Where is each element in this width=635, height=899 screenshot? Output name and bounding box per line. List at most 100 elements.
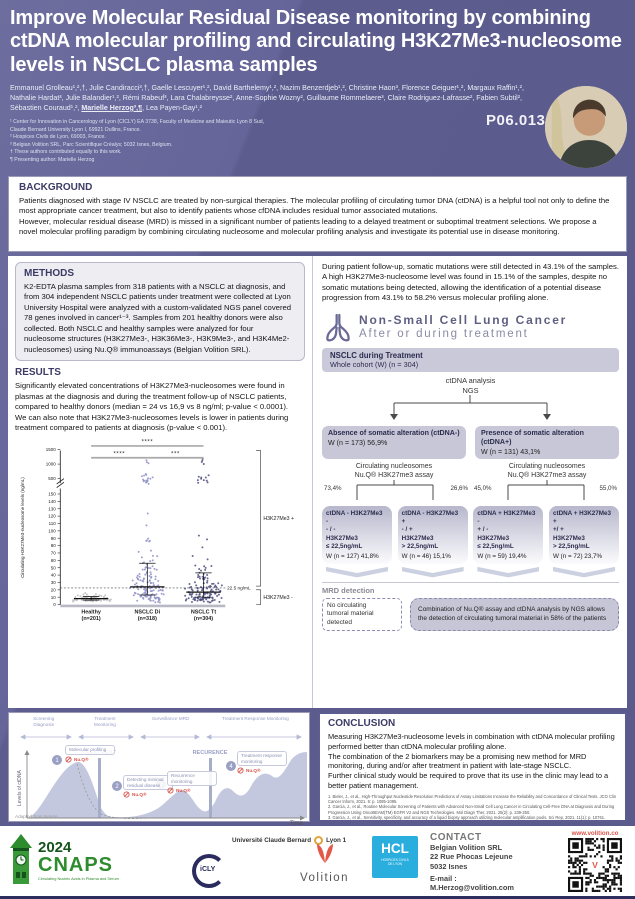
cicly-text: iCLY	[200, 866, 216, 873]
svg-text:30: 30	[51, 580, 57, 585]
treatment-bar	[98, 757, 101, 818]
svg-text:V: V	[592, 860, 598, 870]
volition-logo: Volition	[300, 842, 349, 884]
qr-url: www.volition.co	[571, 830, 619, 837]
branch-title: Absence of somatic alteration (ctDNA-)	[328, 429, 460, 438]
leaf-box-ctdna-pos-h3k-neg: ctDNA + H3K27Me3 - + / - H3K27Me3 ≤ 22,5…	[473, 506, 544, 564]
hcl-full-name: HOSPICES CIVILS DE LYON	[381, 857, 409, 866]
svg-text:H3K27Me3 +: H3K27Me3 +	[263, 516, 294, 522]
branch-box-absence: Absence of somatic alteration (ctDNA-) W…	[322, 426, 466, 459]
timeline-credit: Adapted from Nature	[15, 814, 58, 819]
annotation-number: 4	[229, 764, 233, 770]
svg-text:100: 100	[48, 528, 56, 533]
flow-connector-leaves: 73,4% 26,6% 45,0% 55,0%	[324, 480, 617, 501]
svg-text:(n=318): (n=318)	[138, 616, 157, 622]
chevron-row	[322, 566, 619, 578]
footer: 2024 CNAPS Circulating Nucleic Acids in …	[0, 826, 635, 899]
branch-box-presence: Presence of somatic alteration (ctDNA+) …	[475, 426, 619, 459]
methods-heading: METHODS	[24, 268, 74, 279]
timeline-ylabel: Levels of ctDNA	[17, 769, 23, 806]
cnaps-name: CNAPS	[38, 853, 114, 876]
results-text: Significantly elevated concentrations of…	[15, 381, 289, 433]
cicly-ring-icon	[192, 854, 226, 888]
background-heading: BACKGROUND	[19, 182, 93, 193]
affiliations: ¹ Center for Innovation in Cancerology o…	[10, 119, 480, 164]
assay-row: Circulating nucleosomes Nu.Q® H3K27me3 a…	[322, 462, 619, 480]
poster-title: Improve Molecular Residual Disease monit…	[10, 7, 622, 76]
svg-text:(n=201): (n=201)	[82, 616, 101, 622]
ctdna-area	[27, 751, 307, 818]
nuq-icon	[167, 787, 174, 795]
annotation-number: 2	[115, 784, 119, 790]
svg-text:NSCLC Tt: NSCLC Tt	[191, 609, 216, 615]
svg-text:20: 20	[51, 587, 57, 592]
timeline-annotation: Treatment response monitoring Nu.Q®	[237, 751, 287, 775]
leaf-pct: 73,4%	[324, 485, 342, 492]
annotation-text: Molecular profiling	[65, 745, 115, 755]
nuq-tag: Nu.Q®	[237, 767, 287, 775]
mrd-no-material-box: No circulating tumoral material detected	[322, 597, 402, 632]
contact-org: Belgian Volition SRL	[430, 843, 503, 852]
timeline-annotation: Molecular profiling Nu.Q®	[65, 745, 115, 763]
flow-connector-top	[390, 395, 551, 421]
cohort-box: NSCLC during Treatment Whole cohort (W) …	[322, 347, 619, 372]
leaf-row: ctDNA - H3K27Me3 - - / - H3K27Me3 ≤ 22,5…	[322, 506, 619, 564]
leaf-box-ctdna-pos-h3k-pos: ctDNA + H3K27Me3 + +/ + H3K27Me3 > 22,5n…	[548, 506, 619, 564]
svg-text:500: 500	[48, 476, 56, 481]
poster-id-badge: P06.013	[486, 112, 546, 129]
svg-text:****: ****	[113, 450, 125, 457]
svg-text:1000: 1000	[46, 461, 57, 466]
reference-line: 2. Garcia, J., et al., Routine Molecular…	[328, 804, 615, 815]
conclusion-text: Measuring H3K27Me3-nucleosome levels in …	[328, 732, 615, 790]
svg-text:H3K27Me3 -: H3K27Me3 -	[263, 595, 293, 601]
contact-addr1: 22 Rue Phocas Lejeune	[430, 852, 513, 862]
leaf-stat: W (n = 46) 15,1%	[401, 552, 451, 560]
phase-label: Screening Diagnosis	[33, 716, 55, 727]
phase-arrows	[20, 734, 302, 740]
down-chevron-icon	[401, 566, 464, 578]
nucleosome-assay-label: Circulating nucleosomes Nu.Q® H3K27me3 a…	[507, 462, 587, 479]
cohort-title: NSCLC during Treatment	[330, 350, 423, 360]
leaf-pct: 26,6%	[450, 485, 468, 492]
lungs-icon	[326, 313, 350, 342]
person-icon	[545, 86, 627, 168]
results-heading: RESULTS	[15, 367, 61, 379]
conclusion-heading: CONCLUSION	[328, 718, 396, 729]
ucbl-text: Université Claude Bernard	[232, 837, 312, 844]
leaf-box-ctdna-neg-h3k-neg: ctDNA - H3K27Me3 - - / - H3K27Me3 ≤ 22,5…	[322, 506, 392, 564]
nuq-tag: Nu.Q®	[123, 791, 173, 799]
svg-text:0: 0	[53, 602, 56, 607]
ucbl-text2: Lyon 1	[326, 837, 347, 844]
svg-text:90: 90	[51, 535, 57, 540]
leaf-stat: W (n = 59) 19,4%	[477, 552, 527, 560]
nuq-icon	[237, 767, 244, 775]
nuq-label: Nu.Q®	[246, 768, 261, 774]
annotation-number: 1	[55, 758, 59, 764]
treatment-bar	[209, 757, 212, 818]
affiliation-line: ¹ Center for Innovation in Cancerology o…	[10, 119, 265, 133]
branch-stat: W (n = 173) 56,9%	[328, 438, 388, 447]
svg-text:1500: 1500	[46, 447, 57, 452]
nuq-label: Nu.Q®	[176, 788, 191, 794]
cnaps-tower-icon	[10, 834, 32, 884]
middle-band: METHODS K2-EDTA plasma samples from 318 …	[8, 256, 627, 708]
reference-line: 1. Bieler, J., et al., High-Throughput N…	[328, 793, 616, 804]
leaf-main: ctDNA - H3K27Me3 - - / - H3K27Me3 ≤ 22,5…	[326, 510, 383, 550]
svg-text:22.5 ng/mL: 22.5 ng/mL	[227, 585, 251, 590]
annotation-text: Detecting minimal residual disease	[123, 775, 173, 791]
svg-text:60: 60	[51, 558, 57, 563]
nuq-tag: Nu.Q®	[65, 756, 115, 763]
down-chevron-icon	[477, 566, 540, 578]
qr-code: V	[568, 838, 622, 892]
leaf-box-ctdna-neg-h3k-pos: ctDNA - H3K27Me3 + - / + H3K27Me3 > 22,5…	[397, 506, 468, 564]
svg-text:***: ***	[171, 450, 180, 457]
volition-v-icon	[316, 844, 333, 863]
svg-text:Healthy: Healthy	[81, 609, 101, 615]
phase-label: Treatment Response Monitoring	[221, 716, 289, 721]
mrd-dashed-curve	[76, 763, 148, 819]
presenting-author: Marielle Herzog³,¶	[81, 103, 143, 112]
ctdna-analysis-label: ctDNA analysis NGS	[445, 375, 496, 395]
authors-part1: Emmanuel Grolleau¹,²,†, Julie Candiracci…	[10, 84, 524, 112]
mrd-row: No circulating tumoral material detected…	[322, 597, 619, 632]
phase-label: Surveillance MRD	[151, 716, 190, 721]
